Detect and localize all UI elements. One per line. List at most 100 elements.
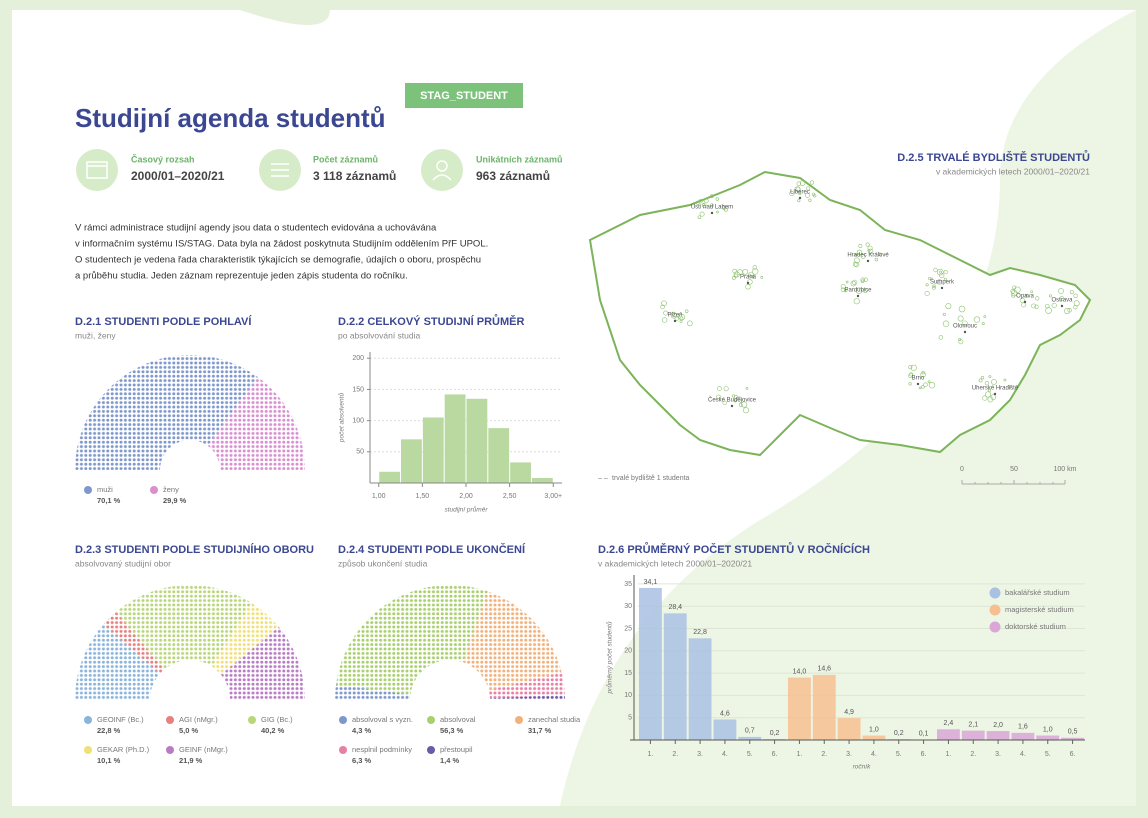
residence-dot: [745, 386, 749, 390]
residence-dot: [865, 242, 870, 247]
residence-dot: [661, 300, 667, 307]
value-label: 2,0: [993, 722, 1003, 729]
city-marker: [963, 330, 967, 334]
residence-dot: [980, 375, 985, 380]
residence-dot: [843, 288, 848, 293]
legend-label: GIG (Bc.): [261, 715, 293, 724]
residence-dot: [794, 186, 801, 193]
chart-subtitle: absolvovaný studijní obor: [75, 558, 171, 568]
residence-dot: [987, 389, 991, 393]
residence-dot: [798, 191, 802, 195]
legend-value: 5,0 %: [179, 726, 199, 735]
residence-dot: [845, 280, 849, 284]
residence-dot: [737, 269, 743, 275]
city-marker: [746, 281, 750, 285]
residence-dot: [924, 290, 930, 297]
city-marker: [940, 286, 944, 290]
residence-dot: [939, 272, 945, 279]
bar: [422, 417, 444, 483]
residence-dot: [868, 248, 874, 254]
residence-dot: [679, 319, 683, 323]
residence-dot: [1030, 290, 1034, 294]
legend-label: magisterské studium: [1005, 605, 1074, 614]
residence-dot: [670, 312, 677, 319]
legend-value: 40,2 %: [261, 726, 285, 735]
legend-swatch: [84, 486, 92, 494]
residence-dot: [921, 371, 925, 375]
residence-dot: [1064, 308, 1071, 315]
x-axis-label: ročník: [853, 764, 871, 771]
city-label: Opava: [1016, 294, 1034, 300]
residence-dot: [987, 396, 994, 403]
country-outline: [588, 170, 1092, 457]
value-label: 0,1: [919, 730, 929, 737]
value-label: 4,9: [844, 709, 854, 716]
description-line: O studentech je vedena řada charakterist…: [75, 255, 481, 266]
residence-dot: [852, 261, 858, 267]
legend-swatch: [339, 746, 347, 754]
residence-dot: [661, 317, 668, 323]
residence-dot: [748, 271, 754, 278]
segment: [336, 585, 488, 695]
x-tick-label: 6.: [1070, 751, 1076, 758]
residence-dot: [733, 273, 738, 278]
residence-dot: [751, 275, 755, 279]
residence-dot: [1021, 302, 1027, 308]
residence-dot: [909, 372, 914, 377]
x-axis-label: studijní průměr: [445, 506, 489, 514]
residence-dot: [908, 382, 912, 386]
chart-subtitle: v akademických letech 2000/01–2020/21: [598, 558, 752, 568]
residence-dot: [684, 309, 689, 314]
residence-dot: [855, 287, 863, 294]
scale-label: 50: [1010, 466, 1018, 473]
y-tick-label: 15: [624, 670, 632, 677]
stat-person: Unikátních záznamů 963 záznamů: [421, 149, 563, 191]
x-tick-label: 3.: [846, 751, 852, 758]
map-legend: trvalé bydliště 1 studenta: [612, 475, 690, 482]
residence-dot: [1011, 293, 1016, 298]
residence-dot: [938, 335, 943, 340]
value-label: 2,1: [968, 721, 978, 728]
residence-dot: [850, 280, 857, 287]
legend-label: GEINF (nMgr.): [179, 745, 228, 754]
city-label: České Budějovice: [708, 397, 757, 404]
segment: [489, 694, 565, 700]
residence-dot: [933, 267, 938, 273]
x-tick-label: 2,00: [459, 493, 473, 500]
legend-swatch: [989, 621, 1001, 633]
residence-dot: [860, 277, 866, 283]
bar: [688, 638, 712, 740]
chart-title: D.2.2 CELKOVÝ STUDIJNÍ PRŮMĚR: [338, 314, 524, 328]
scale-bar: [961, 480, 1066, 485]
stat-value: 2000/01–2020/21: [131, 169, 225, 183]
legend-swatch: [166, 716, 174, 724]
residence-dot: [943, 269, 948, 275]
residence-dot: [928, 276, 932, 280]
residence-dot: [703, 198, 709, 204]
residence-dot: [853, 257, 860, 264]
residence-dot: [1059, 296, 1065, 302]
city-marker: [730, 404, 734, 408]
map-legend-symbol: – –: [598, 475, 608, 482]
residence-dot: [738, 403, 743, 407]
map-title: D.2.5 TRVALÉ BYDLIŠTĚ STUDENTŮ: [897, 150, 1090, 164]
residence-dot: [734, 394, 738, 399]
residence-dot: [863, 277, 868, 282]
legend-value: 21,9 %: [179, 756, 203, 765]
residence-dot: [1025, 294, 1029, 298]
legend-label: absolvoval: [440, 715, 476, 724]
legend-swatch: [427, 746, 435, 754]
residence-dot: [660, 304, 665, 310]
x-tick-label: 1.: [945, 751, 951, 758]
x-tick-label: 4.: [722, 751, 728, 758]
residence-dot: [840, 284, 846, 290]
chart-subtitle: způsob ukončení studia: [338, 558, 428, 568]
residence-dot: [697, 215, 702, 220]
legend-value: 31,7 %: [528, 726, 552, 735]
residence-dot: [671, 311, 676, 316]
x-tick-label: 6.: [921, 751, 927, 758]
bar: [379, 471, 401, 483]
residence-dot: [760, 275, 764, 279]
city-label: Olomouc: [953, 324, 977, 330]
value-label: 0,2: [770, 730, 780, 737]
